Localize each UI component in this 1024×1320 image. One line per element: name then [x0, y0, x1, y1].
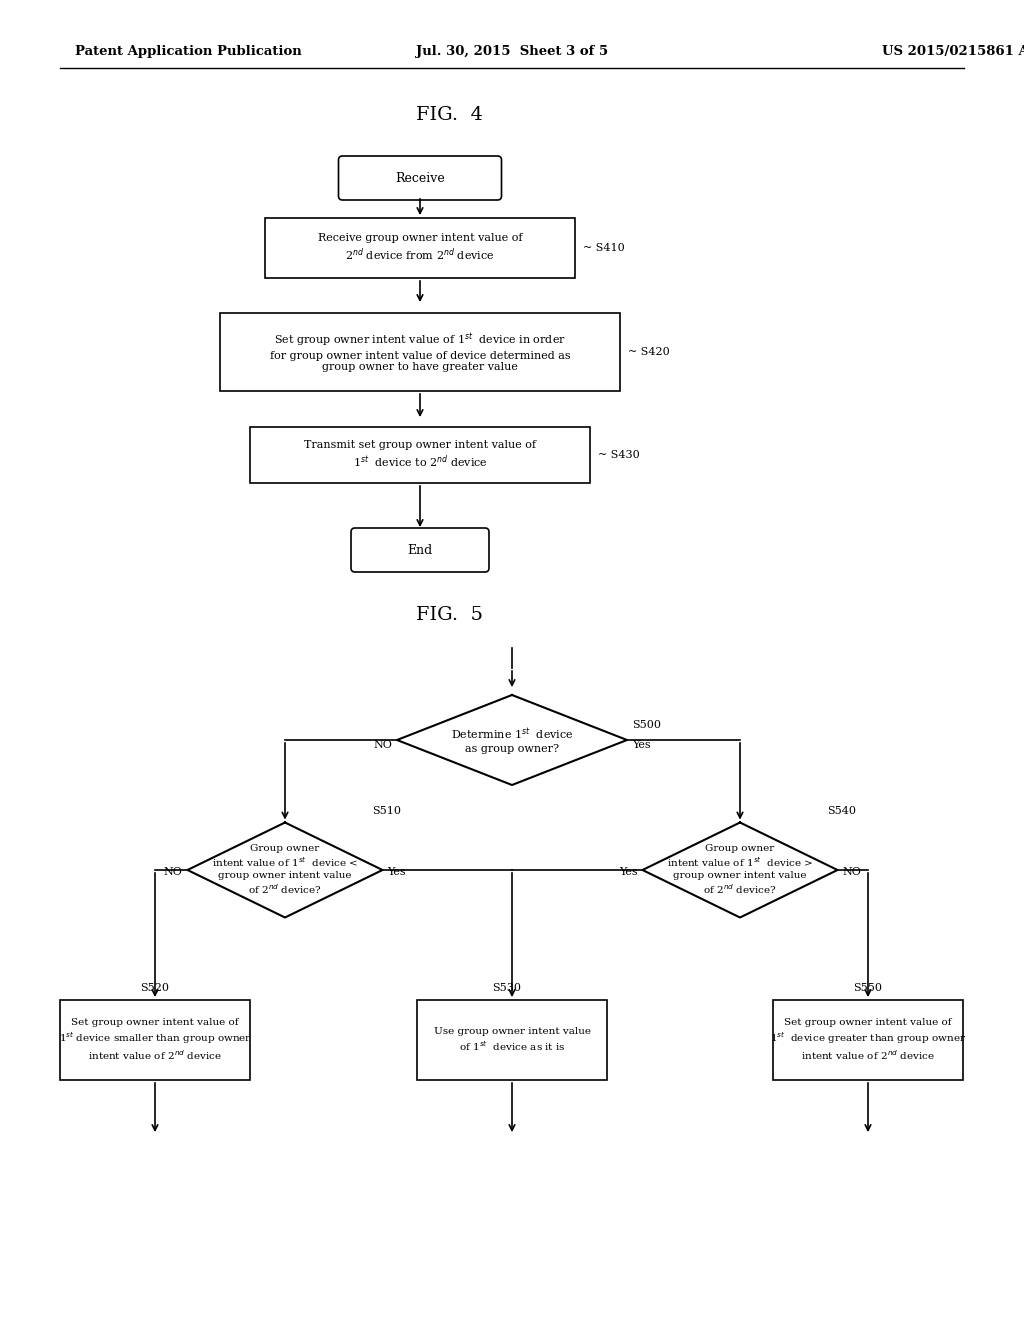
Text: NO: NO — [164, 867, 182, 876]
Text: Patent Application Publication: Patent Application Publication — [75, 45, 302, 58]
Text: Set group owner intent value of
1$^{st}$  device greater than group owner
intent: Set group owner intent value of 1$^{st}$… — [770, 1018, 967, 1061]
Polygon shape — [187, 822, 383, 917]
Text: NO: NO — [373, 741, 392, 750]
Text: Determine 1$^{st}$  device
as group owner?: Determine 1$^{st}$ device as group owner… — [451, 726, 573, 754]
Text: FIG.  5: FIG. 5 — [417, 606, 483, 624]
Text: ~ S420: ~ S420 — [628, 347, 670, 356]
Text: Group owner
intent value of 1$^{st}$  device >
group owner intent value
of 2$^{n: Group owner intent value of 1$^{st}$ dev… — [667, 845, 813, 896]
Text: Group owner
intent value of 1$^{st}$  device <
group owner intent value
of 2$^{n: Group owner intent value of 1$^{st}$ dev… — [212, 845, 358, 896]
Text: S520: S520 — [140, 983, 169, 993]
Text: Yes: Yes — [618, 867, 638, 876]
Text: US 2015/0215861 A1: US 2015/0215861 A1 — [882, 45, 1024, 58]
Text: FIG.  4: FIG. 4 — [417, 106, 483, 124]
Text: Receive: Receive — [395, 172, 444, 185]
Text: Set group owner intent value of 1$^{st}$  device in order
for group owner intent: Set group owner intent value of 1$^{st}$… — [269, 331, 570, 372]
FancyBboxPatch shape — [351, 528, 489, 572]
Polygon shape — [642, 822, 838, 917]
Bar — [417, 1001, 607, 1080]
Text: Use group owner intent value
of 1$^{st}$  device as it is: Use group owner intent value of 1$^{st}$… — [433, 1027, 591, 1052]
Text: S500: S500 — [632, 719, 662, 730]
Text: S510: S510 — [373, 805, 401, 816]
Text: Yes: Yes — [632, 741, 650, 750]
Text: Jul. 30, 2015  Sheet 3 of 5: Jul. 30, 2015 Sheet 3 of 5 — [416, 45, 608, 58]
Bar — [265, 218, 575, 279]
Bar — [220, 313, 620, 391]
Text: End: End — [408, 544, 432, 557]
Text: NO: NO — [843, 867, 861, 876]
Text: Receive group owner intent value of
2$^{nd}$ device from 2$^{nd}$ device: Receive group owner intent value of 2$^{… — [317, 234, 522, 263]
Text: S550: S550 — [853, 983, 882, 993]
Bar — [773, 1001, 963, 1080]
Text: ~ S430: ~ S430 — [598, 450, 640, 459]
Bar — [60, 1001, 250, 1080]
Text: Set group owner intent value of
1$^{st}$ device smaller than group owner
intent : Set group owner intent value of 1$^{st}$… — [58, 1018, 252, 1061]
FancyBboxPatch shape — [339, 156, 502, 201]
Polygon shape — [397, 696, 627, 785]
Text: Yes: Yes — [387, 867, 407, 876]
Text: Transmit set group owner intent value of
1$^{st}$  device to 2$^{nd}$ device: Transmit set group owner intent value of… — [304, 441, 536, 470]
Bar — [250, 426, 590, 483]
Text: S540: S540 — [827, 805, 856, 816]
Text: ~ S410: ~ S410 — [583, 243, 625, 253]
Text: S530: S530 — [492, 983, 521, 993]
